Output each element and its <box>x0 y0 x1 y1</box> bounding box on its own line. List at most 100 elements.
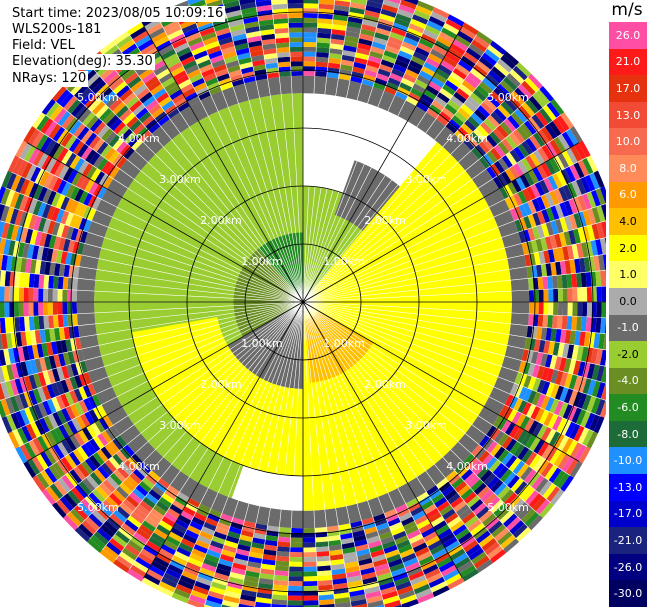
noise-gate <box>393 576 411 587</box>
noise-gate <box>602 333 606 350</box>
noise-gate <box>561 456 575 473</box>
noise-gate <box>84 495 99 510</box>
noise-gate <box>303 585 319 592</box>
noise-gate <box>303 17 318 24</box>
noise-gate <box>562 302 568 316</box>
noise-gate <box>511 411 522 425</box>
noise-gate <box>158 520 173 532</box>
noise-gate <box>536 129 550 145</box>
noise-gate <box>316 42 331 49</box>
noise-gate <box>544 428 557 445</box>
noise-gate <box>577 361 586 377</box>
noise-gate <box>544 159 557 176</box>
ray-separator <box>237 301 304 607</box>
noise-gate <box>398 4 416 15</box>
noise-gate <box>509 149 522 164</box>
noise-gate <box>93 468 107 483</box>
noise-gate <box>410 574 427 586</box>
noise-gate <box>76 446 89 461</box>
noise-gate <box>68 137 81 153</box>
noise-gate <box>248 551 264 559</box>
noise-gate <box>406 27 423 38</box>
noise-gate <box>557 453 571 470</box>
noise-gate <box>518 230 527 244</box>
noise-gate <box>54 327 61 342</box>
ray-separator <box>157 301 304 587</box>
noise-gate <box>490 66 507 81</box>
noise-gate <box>67 351 76 365</box>
noise-gate <box>35 453 49 470</box>
noise-gate <box>6 414 17 432</box>
ray-separator <box>302 88 541 303</box>
noise-gate <box>25 164 37 181</box>
noise-gate <box>187 0 204 6</box>
noise-gate <box>195 576 213 587</box>
noise-gate <box>332 14 349 22</box>
noise-gate <box>548 467 562 484</box>
range-ring-label: 4.00km <box>118 460 160 473</box>
noise-gate <box>84 516 100 532</box>
noise-gate <box>344 35 360 43</box>
noise-gate <box>154 481 168 493</box>
noise-gate <box>213 572 230 582</box>
noise-gate <box>562 343 570 359</box>
noise-gate <box>550 205 560 221</box>
noise-gate <box>572 196 583 213</box>
noise-gate <box>396 507 411 518</box>
noise-gate <box>590 239 599 257</box>
noise-gate <box>317 18 333 25</box>
noise-gate <box>36 472 50 489</box>
colorbar-tick-label: -1.0 <box>617 321 639 335</box>
range-ring-label: 3.00km <box>405 173 447 186</box>
noise-gate <box>453 91 467 104</box>
noise-gate <box>243 520 256 528</box>
noise-gate <box>410 506 424 517</box>
noise-gate <box>92 138 105 152</box>
noise-gate <box>473 555 490 569</box>
noise-gate <box>543 289 549 302</box>
noise-gate <box>557 246 565 262</box>
noise-gate <box>260 563 276 571</box>
noise-gate <box>540 462 554 478</box>
noise-gate <box>362 521 376 530</box>
noise-gate <box>161 76 176 88</box>
noise-gate <box>553 288 559 302</box>
noise-gate <box>453 500 467 513</box>
noise-gate <box>464 119 477 132</box>
ray-separator <box>65 301 304 516</box>
noise-gate <box>600 366 606 384</box>
noise-gate <box>105 427 117 441</box>
noise-gate <box>436 35 453 48</box>
noise-gate <box>208 50 223 60</box>
noise-gate <box>571 316 578 331</box>
noise-gate <box>574 258 581 274</box>
noise-gate <box>599 349 606 367</box>
noise-gate <box>514 87 529 103</box>
noise-gate <box>329 549 343 556</box>
noise-gate <box>470 551 488 565</box>
noise-gate <box>457 560 474 574</box>
noise-gate <box>497 531 513 546</box>
noise-gate <box>38 417 50 434</box>
noise-gate <box>44 328 51 343</box>
noise-gate <box>504 197 515 210</box>
noise-gate <box>486 114 500 129</box>
noise-gate <box>57 477 71 494</box>
noise-gate <box>118 551 136 565</box>
ray-separator <box>302 301 588 448</box>
noise-gate <box>86 424 98 439</box>
noise-gate <box>203 72 217 83</box>
noise-gate <box>515 526 532 542</box>
noise-gate <box>457 465 470 478</box>
noise-gate <box>169 503 183 515</box>
noise-gate <box>356 47 371 56</box>
noise-gate <box>62 422 74 437</box>
noise-gate <box>57 276 64 290</box>
noise-gate <box>70 508 85 524</box>
noise-gate <box>184 529 200 540</box>
noise-gate <box>133 507 148 521</box>
noise-gate <box>115 140 128 154</box>
noise-gate <box>584 412 596 430</box>
noise-gate <box>600 203 606 221</box>
noise-gate <box>52 502 67 519</box>
